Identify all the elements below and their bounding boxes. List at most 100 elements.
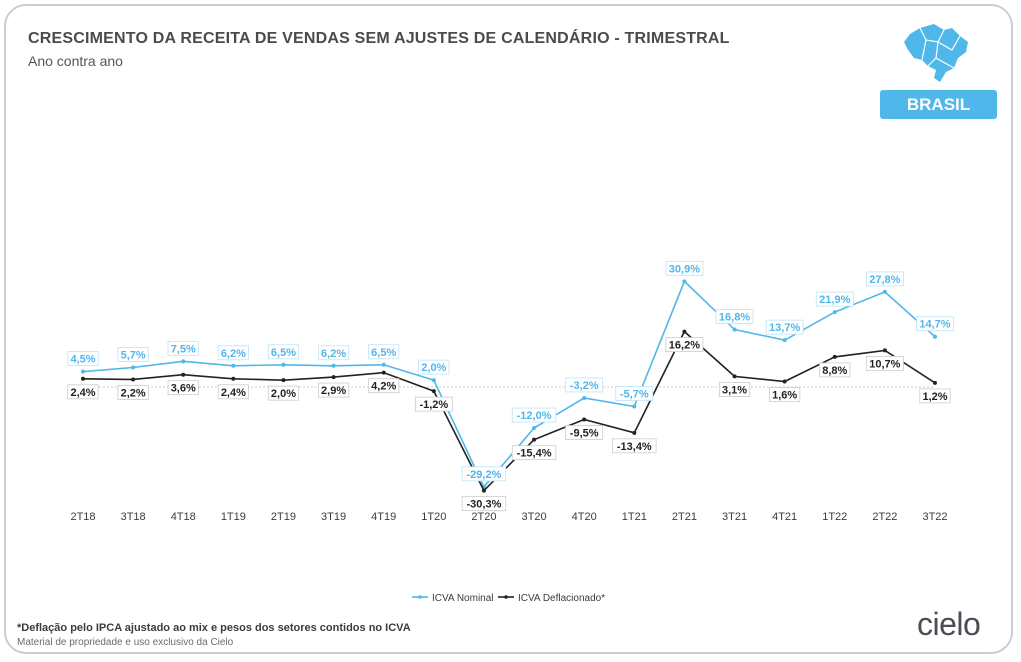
data-point: [682, 279, 687, 284]
x-tick-label: 4T18: [171, 511, 196, 523]
data-label: -5,7%: [620, 388, 649, 400]
data-label-box: [919, 388, 951, 404]
data-label: 16,8%: [719, 312, 750, 324]
x-tick-label: 1T22: [822, 511, 847, 523]
legend-marker-deflated: [504, 595, 508, 599]
data-label-box: [815, 291, 854, 307]
data-label: 4,2%: [371, 381, 396, 393]
data-label: 10,7%: [869, 358, 900, 370]
data-point: [281, 362, 286, 367]
x-tick-label: 2T22: [872, 511, 897, 523]
data-label: -9,5%: [570, 427, 599, 439]
data-label-box: [317, 345, 350, 361]
data-label-box: [418, 359, 450, 375]
x-tick-label: 2T18: [70, 511, 95, 523]
x-tick-label: 1T19: [221, 511, 246, 523]
data-label-box: [217, 345, 249, 361]
x-tick-label: 3T21: [722, 511, 747, 523]
data-label: 2,9%: [321, 385, 346, 397]
region-badge: BRASIL: [880, 90, 997, 119]
legend-marker-nominal: [418, 595, 422, 599]
data-label: 4,5%: [70, 354, 95, 366]
data-label-box: [511, 445, 557, 461]
data-point: [632, 430, 637, 435]
x-tick-label: 4T21: [772, 511, 797, 523]
data-label: 6,2%: [221, 348, 246, 360]
x-tick-label: 4T19: [371, 511, 396, 523]
data-label-box: [615, 386, 654, 401]
data-label-box: [819, 362, 851, 378]
data-point: [832, 310, 837, 315]
data-label-box: [565, 425, 604, 440]
legend-label-nominal: ICVA Nominal: [432, 593, 494, 604]
series-line-nominal: [82, 279, 936, 489]
footnote: *Deflação pelo IPCA ajustado ao mix e pe…: [17, 622, 411, 634]
legend-label-deflated: ICVA Deflacionado*: [518, 593, 605, 604]
data-point: [331, 363, 336, 368]
data-label: -3,2%: [570, 380, 599, 392]
data-point: [181, 372, 186, 377]
brazil-map-icon: [904, 24, 968, 82]
data-label: 21,9%: [819, 294, 850, 306]
data-label-box: [718, 381, 751, 397]
data-label-box: [461, 466, 507, 482]
data-point: [582, 417, 587, 422]
data-label: 30,9%: [669, 263, 700, 275]
data-label-box: [612, 438, 657, 454]
data-label-box: [665, 260, 704, 276]
data-point: [131, 365, 136, 370]
cielo-logo: cielo: [917, 606, 981, 642]
data-point: [732, 374, 737, 379]
data-label: 16,2%: [669, 340, 700, 352]
data-point: [181, 359, 186, 364]
x-tick-label: 3T18: [121, 511, 146, 523]
data-point: [281, 378, 286, 383]
x-tick-label: 1T21: [622, 511, 647, 523]
data-label-box: [865, 271, 904, 287]
data-label-box: [67, 384, 99, 400]
data-label-box: [461, 496, 507, 512]
data-point: [532, 426, 537, 431]
data-label: 2,0%: [271, 388, 296, 400]
data-label: 14,7%: [919, 319, 950, 331]
data-label-box: [67, 351, 99, 367]
data-label: -13,4%: [617, 441, 652, 453]
data-point: [933, 380, 937, 385]
data-label: 2,0%: [421, 362, 446, 374]
data-point: [582, 395, 587, 400]
data-label: -29,2%: [467, 469, 502, 481]
data-label: 13,7%: [769, 322, 800, 334]
data-point: [882, 289, 887, 294]
data-label-box: [217, 384, 249, 400]
data-point: [832, 354, 837, 359]
data-point: [732, 327, 737, 332]
data-label: 5,7%: [121, 350, 146, 362]
data-label-box: [267, 344, 300, 360]
data-point: [381, 362, 386, 367]
x-tick-label: 2T19: [271, 511, 296, 523]
x-tick-label: 4T20: [572, 511, 597, 523]
data-point: [632, 404, 637, 409]
data-label-box: [167, 380, 199, 396]
data-point: [882, 348, 887, 353]
x-tick-label: 1T20: [421, 511, 446, 523]
data-label: 3,1%: [722, 384, 747, 396]
data-label: 6,5%: [371, 347, 396, 359]
data-label: 3,6%: [171, 383, 196, 395]
data-label-box: [414, 396, 453, 412]
data-label-box: [865, 356, 904, 371]
data-label-box: [267, 385, 300, 401]
data-label: 1,2%: [922, 391, 947, 403]
data-point: [331, 375, 336, 380]
data-point: [481, 488, 486, 493]
data-point: [231, 376, 236, 381]
data-label: 6,5%: [271, 347, 296, 359]
data-label: 2,2%: [121, 387, 146, 399]
data-label: 27,8%: [869, 274, 900, 286]
data-point: [532, 437, 537, 442]
x-tick-label: 3T22: [922, 511, 947, 523]
data-label-box: [368, 344, 400, 360]
ownership-note: Material de propriedade e uso exclusivo …: [17, 637, 234, 648]
data-label-box: [765, 319, 804, 335]
